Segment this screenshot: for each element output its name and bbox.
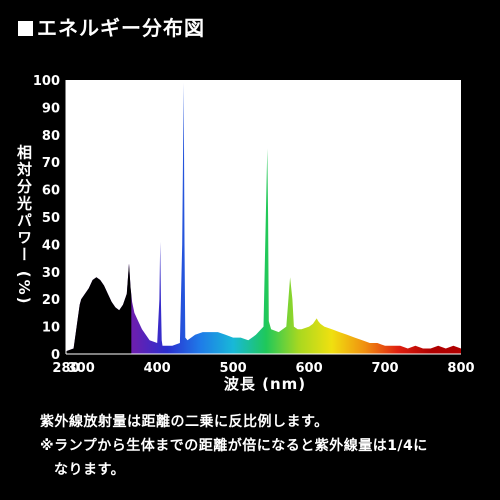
x-tick-label: 800 <box>447 361 474 376</box>
note-line-1: 紫外線放射量は距離の二乗に反比例します。 <box>40 414 329 430</box>
y-tick-label: 40 <box>42 238 60 253</box>
x-tick-label: 400 <box>144 361 171 376</box>
title-text: エネルギー分布図 <box>37 16 205 40</box>
uv-area <box>66 263 132 354</box>
square-bullet-icon <box>18 21 33 36</box>
y-tick-label: 30 <box>42 266 60 281</box>
x-tick-label: 300 <box>68 361 95 376</box>
x-tick-label: 600 <box>296 361 323 376</box>
y-tick-label: 20 <box>42 293 60 308</box>
y-tick-label: 80 <box>42 129 60 144</box>
x-tick-label: 500 <box>220 361 247 376</box>
note-line-3: なります。 <box>54 462 126 478</box>
x-axis-label: 波長 (nm) <box>223 375 307 393</box>
page-title: エネルギー分布図 <box>18 12 205 41</box>
y-tick-label: 10 <box>42 321 60 336</box>
x-tick-label: 700 <box>371 361 398 376</box>
y-tick-label: 70 <box>42 156 60 171</box>
x-tick-label: 280 <box>52 361 79 376</box>
y-tick-label: 100 <box>33 74 60 89</box>
note-line-2: ※ランプから生体までの距離が倍になると紫外線量は1/4に <box>40 438 428 454</box>
y-tick-label: 0 <box>51 348 60 363</box>
y-tick-label: 90 <box>42 101 60 116</box>
y-axis-label: 相対分光パワー (%) <box>15 144 33 306</box>
y-tick-label: 60 <box>42 184 60 199</box>
y-tick-label: 50 <box>42 211 60 226</box>
